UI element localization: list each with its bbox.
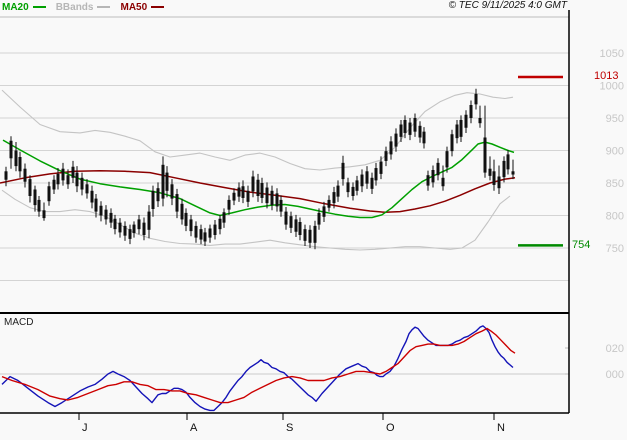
price-axis-tick-label: 1050 [600, 48, 624, 60]
price-axis-tick-label: 850 [606, 178, 624, 190]
month-tick-label: O [386, 422, 395, 434]
support-price-label: 754 [572, 239, 591, 251]
legend-item-ma20: MA20 [2, 2, 46, 13]
price-axis-tick-label: 900 [606, 146, 624, 158]
ma50-dash-icon [151, 6, 165, 8]
bollinger-lower-band [1, 189, 511, 251]
price-axis-tick-label: 750 [606, 243, 624, 255]
macd-panel-label: MACD [4, 317, 34, 328]
bollinger-upper-band [1, 89, 514, 171]
signal-line [1, 327, 516, 404]
legend-item-ma50: MA50 [120, 1, 165, 13]
macd-axis-tick-label: 020 [606, 343, 624, 355]
legend-item-bbands: BBands [56, 2, 111, 13]
bbands-dash-icon [97, 6, 111, 8]
ma20-dash-icon [32, 6, 46, 8]
month-tick-label: S [286, 422, 293, 434]
price-axis-tick-label: 1000 [600, 81, 624, 93]
ma20-line [2, 139, 515, 219]
ma50-line [0, 169, 516, 214]
legend: MA20 BBands MA50 [2, 1, 165, 13]
price-axis-tick-label: 800 [606, 211, 624, 223]
legend-label-ma20: MA20 [2, 1, 29, 13]
month-tick-label: A [190, 422, 198, 434]
macd-axis-tick-label: 000 [606, 369, 624, 381]
legend-label-bbands: BBands [55, 1, 94, 13]
resistance-price-label: 1013 [594, 70, 619, 82]
month-tick-label: N [497, 422, 505, 434]
month-tick-label: J [82, 422, 88, 434]
legend-label-ma50: MA50 [120, 1, 148, 13]
price-axis-tick-label: 950 [606, 113, 624, 125]
copyright-text: © TEC 9/11/2025 4:0 GMT [448, 0, 567, 11]
